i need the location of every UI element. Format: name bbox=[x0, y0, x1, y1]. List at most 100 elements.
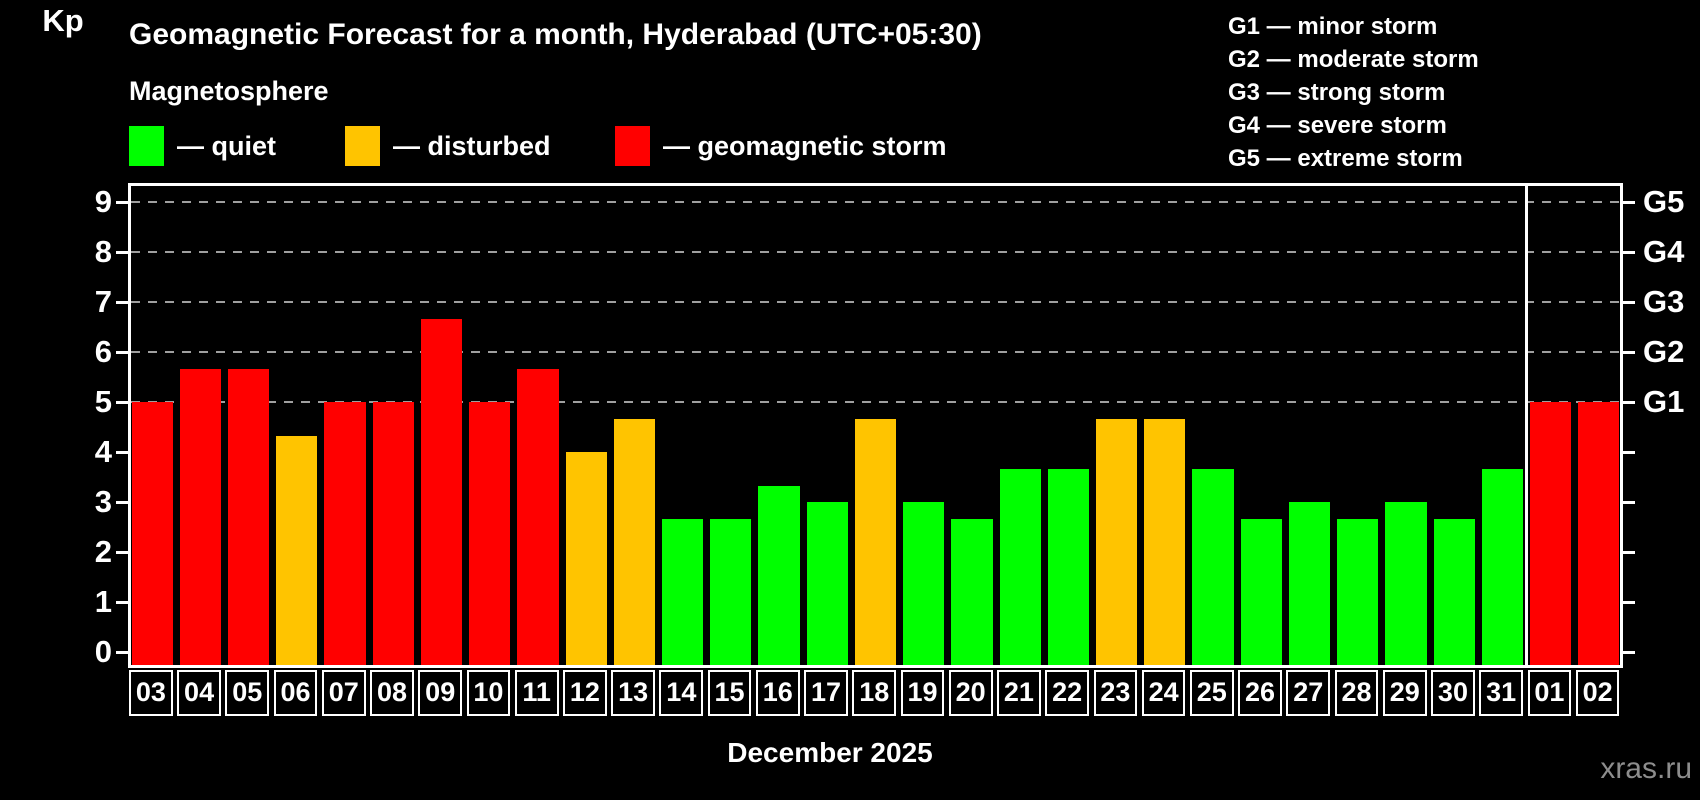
gridline bbox=[131, 301, 1620, 303]
right-axis-tick bbox=[1623, 350, 1635, 354]
storm-scale-legend: G1 — minor storm G2 — moderate storm G3 — … bbox=[1228, 10, 1479, 175]
day-label: 19 bbox=[900, 670, 945, 716]
legend-item-quiet: — quiet bbox=[129, 125, 276, 167]
bar-day-23 bbox=[1096, 418, 1138, 666]
right-axis-tick bbox=[1623, 500, 1635, 504]
gridline bbox=[131, 401, 1620, 403]
y-tick-label: 6 bbox=[94, 334, 112, 369]
bar-day-02 bbox=[1578, 402, 1620, 666]
day-label: 06 bbox=[273, 670, 318, 716]
bar-day-24 bbox=[1144, 418, 1186, 666]
day-label: 17 bbox=[804, 670, 848, 716]
y-axis-tick bbox=[116, 450, 128, 454]
bar-day-05 bbox=[227, 368, 270, 666]
day-label: 20 bbox=[948, 670, 993, 716]
legend-label: — geomagnetic storm bbox=[663, 130, 947, 161]
bar-day-12 bbox=[565, 452, 607, 666]
g-level-label-G1: G1 bbox=[1643, 384, 1685, 419]
day-label: 04 bbox=[177, 670, 221, 716]
y-axis-tick bbox=[116, 250, 128, 254]
watermark: xras.ru bbox=[1600, 752, 1692, 785]
bar-day-03 bbox=[131, 402, 173, 666]
right-axis-tick bbox=[1623, 550, 1635, 554]
y-tick-label: 1 bbox=[94, 584, 112, 619]
g-level-label-G5: G5 bbox=[1643, 184, 1685, 219]
day-label: 31 bbox=[1479, 670, 1524, 716]
day-label: 23 bbox=[1093, 670, 1138, 716]
y-axis-tick bbox=[116, 500, 128, 504]
legend-item-storm: — geomagnetic storm bbox=[615, 125, 947, 167]
day-label: 21 bbox=[997, 670, 1041, 716]
y-axis-tick bbox=[116, 650, 128, 654]
day-label: 15 bbox=[707, 670, 752, 716]
y-axis-tick bbox=[116, 350, 128, 354]
y-tick-label: 9 bbox=[94, 184, 112, 219]
g-level-label-G2: G2 bbox=[1643, 334, 1685, 369]
right-axis-tick bbox=[1623, 650, 1635, 654]
day-label: 14 bbox=[659, 670, 704, 716]
magnetosphere-label: Magnetosphere bbox=[129, 76, 329, 106]
bar-day-18 bbox=[854, 418, 897, 666]
day-label: 02 bbox=[1575, 670, 1620, 716]
legend-item-disturbed: — disturbed bbox=[345, 125, 551, 167]
day-label: 29 bbox=[1382, 670, 1427, 716]
g-level-label-G3: G3 bbox=[1643, 284, 1685, 319]
day-label: 10 bbox=[466, 670, 511, 716]
day-label: 12 bbox=[563, 670, 607, 716]
y-tick-label: 5 bbox=[94, 384, 112, 419]
y-axis-tick bbox=[116, 300, 128, 304]
day-label: 16 bbox=[755, 670, 800, 716]
day-label: 27 bbox=[1286, 670, 1331, 716]
day-label: 26 bbox=[1238, 670, 1282, 716]
bar-day-22 bbox=[1047, 468, 1089, 666]
day-label: 08 bbox=[370, 670, 414, 716]
bar-day-31 bbox=[1481, 468, 1524, 666]
y-axis-title: Kp bbox=[42, 3, 84, 38]
legend-label: — disturbed bbox=[393, 130, 551, 161]
legend-label: — quiet bbox=[177, 130, 276, 161]
bar-day-08 bbox=[372, 402, 414, 666]
right-axis-tick bbox=[1623, 600, 1635, 604]
bar-day-17 bbox=[806, 502, 848, 666]
page-title: Geomagnetic Forecast for a month, Hydera… bbox=[129, 18, 982, 51]
bar-day-09 bbox=[420, 318, 463, 666]
day-label: 05 bbox=[225, 670, 270, 716]
gridline bbox=[131, 351, 1620, 353]
bar-day-01 bbox=[1530, 402, 1572, 666]
bar-day-28 bbox=[1337, 518, 1379, 666]
bar-day-20 bbox=[951, 518, 993, 666]
right-axis-tick bbox=[1623, 200, 1635, 204]
day-label: 01 bbox=[1527, 670, 1572, 716]
day-label: 09 bbox=[418, 670, 463, 716]
y-tick-label: 8 bbox=[94, 234, 112, 269]
day-label: 28 bbox=[1334, 670, 1379, 716]
bar-day-11 bbox=[517, 368, 559, 666]
disturbed-swatch-icon bbox=[345, 126, 380, 166]
y-tick-label: 4 bbox=[94, 434, 112, 469]
storm-legend-line: G2 — moderate storm bbox=[1228, 46, 1479, 73]
day-label: 25 bbox=[1189, 670, 1234, 716]
gridline bbox=[131, 251, 1620, 253]
y-axis-tick bbox=[116, 600, 128, 604]
bar-day-27 bbox=[1288, 502, 1331, 666]
storm-legend-line: G3 — strong storm bbox=[1228, 79, 1446, 106]
bar-day-25 bbox=[1192, 468, 1234, 666]
y-axis-tick bbox=[116, 400, 128, 404]
bar-day-04 bbox=[179, 368, 221, 666]
y-axis-tick bbox=[116, 550, 128, 554]
day-label: 03 bbox=[129, 670, 173, 716]
storm-swatch-icon bbox=[615, 126, 650, 166]
y-tick-label: 7 bbox=[94, 284, 112, 319]
bar-day-16 bbox=[758, 485, 800, 666]
right-axis-tick bbox=[1623, 450, 1635, 454]
right-axis-tick bbox=[1623, 300, 1635, 304]
g-level-label-G4: G4 bbox=[1643, 234, 1685, 269]
bar-day-14 bbox=[661, 518, 704, 666]
bar-day-10 bbox=[469, 402, 511, 666]
day-label: 07 bbox=[321, 670, 366, 716]
storm-legend-line: G5 — extreme storm bbox=[1228, 145, 1463, 172]
right-axis-tick bbox=[1623, 400, 1635, 404]
y-tick-label: 2 bbox=[94, 534, 112, 569]
bar-day-19 bbox=[903, 502, 945, 666]
